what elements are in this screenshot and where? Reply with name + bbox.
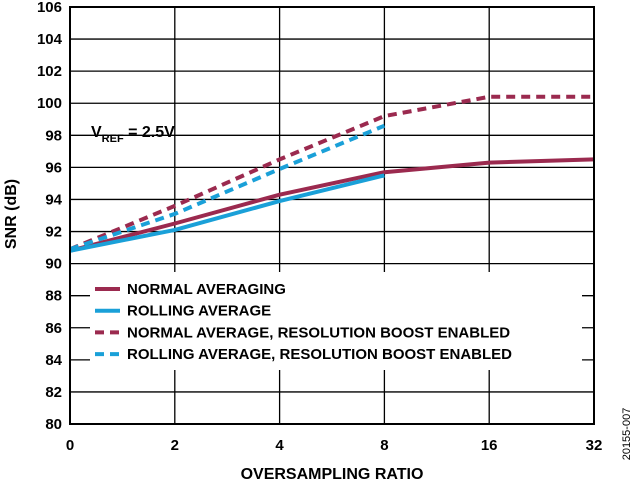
x-tick-label: 2 bbox=[171, 437, 179, 454]
x-tick-label: 0 bbox=[66, 437, 74, 454]
series-line-2 bbox=[69, 173, 385, 253]
series-line-1 bbox=[69, 157, 595, 253]
x-tick-label: 4 bbox=[275, 437, 284, 454]
y-tick-label: 100 bbox=[37, 95, 62, 112]
vref-annotation-value: = 2.5V bbox=[124, 124, 175, 141]
figure-id: 20155-007 bbox=[621, 408, 633, 461]
x-tick-label: 8 bbox=[380, 437, 388, 454]
legend: NORMAL AVERAGING ROLLING AVERAGE NORMAL AV… bbox=[95, 281, 512, 363]
x-tick-label: 32 bbox=[586, 437, 603, 454]
vref-annotation-main: V bbox=[91, 124, 102, 141]
y-tick-label: 94 bbox=[45, 191, 62, 208]
legend-label: ROLLING AVERAGE, RESOLUTION BOOST ENABLE… bbox=[127, 346, 512, 363]
x-tick-labels: 0 2 4 8 16 32 bbox=[66, 437, 603, 454]
vref-annotation: VREF = 2.5V bbox=[91, 124, 175, 145]
x-tick-label: 16 bbox=[481, 437, 498, 454]
series-lines bbox=[69, 94, 595, 253]
legend-background bbox=[90, 272, 582, 370]
y-tick-label: 106 bbox=[37, 0, 62, 16]
y-tick-label: 104 bbox=[37, 31, 63, 48]
y-tick-label: 92 bbox=[45, 224, 62, 241]
y-tick-labels: 80 82 84 86 88 90 92 94 96 98 100 102 104 106 bbox=[37, 0, 63, 433]
y-tick-label: 86 bbox=[45, 320, 62, 337]
y-tick-label: 80 bbox=[45, 416, 62, 433]
y-axis-title: SNR (dB) bbox=[3, 179, 20, 249]
plot-frame bbox=[69, 6, 595, 425]
y-tick-label: 88 bbox=[45, 288, 62, 305]
y-tick-label: 90 bbox=[45, 256, 62, 273]
y-tick-label: 82 bbox=[45, 384, 62, 401]
y-tick-label: 96 bbox=[45, 159, 62, 176]
x-axis-title: OVERSAMPLING RATIO bbox=[241, 466, 424, 483]
legend-label: NORMAL AVERAGING bbox=[127, 281, 286, 298]
legend-label: NORMAL AVERAGE, RESOLUTION BOOST ENABLED bbox=[127, 324, 510, 341]
series-line-3 bbox=[69, 94, 594, 252]
y-tick-label: 102 bbox=[37, 63, 62, 80]
y-tick-label: 84 bbox=[45, 352, 62, 369]
vref-annotation-subscript: REF bbox=[102, 133, 124, 145]
series-line-4 bbox=[69, 123, 386, 252]
y-tick-label: 98 bbox=[45, 127, 62, 144]
legend-label: ROLLING AVERAGE bbox=[127, 303, 271, 320]
